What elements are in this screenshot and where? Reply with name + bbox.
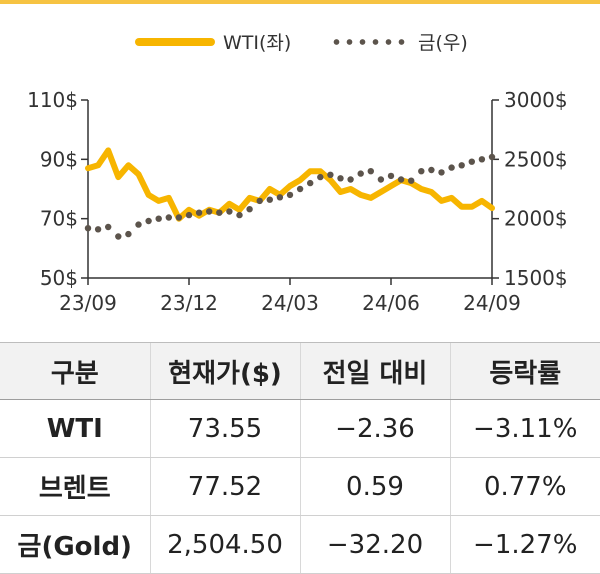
x-axis-tick-label: 24/06 <box>362 291 420 315</box>
right-axis-tick-label: 3000$ <box>504 88 568 112</box>
gold-series-point <box>438 169 445 176</box>
gold-series-point <box>256 197 263 205</box>
gold-series-point <box>448 164 455 171</box>
x-axis-tick-label: 24/09 <box>463 291 521 315</box>
legend-item-wti: WTI(좌) <box>135 28 291 55</box>
change-cell: 0.59 <box>299 457 450 516</box>
current-price-cell: 73.55 <box>149 399 300 458</box>
x-axis-tick-label: 24/03 <box>261 291 319 315</box>
x-axis-tick-label: 23/09 <box>59 291 117 315</box>
table-row-gold: 금(Gold) 2,504.50 −32.20 −1.27% <box>0 515 600 574</box>
gold-series-point <box>195 209 203 216</box>
legend-swatch-wti <box>135 37 215 46</box>
left-axis-tick-label: 70$ <box>40 207 78 231</box>
gold-series-point <box>165 214 172 221</box>
gold-series-point <box>428 166 435 174</box>
gold-series-point <box>216 209 223 216</box>
gold-series-point <box>155 215 162 222</box>
table-row-brent: 브렌트 77.52 0.59 0.77% <box>0 457 600 516</box>
price-summary-table: 구분 현재가($) 전일 대비 등락률 WTI 73.55 −2.36 −3.1… <box>0 342 600 574</box>
right-axis-tick-label: 1500$ <box>504 266 568 290</box>
left-axis-tick-label: 110$ <box>27 88 78 112</box>
gold-series-point <box>317 173 324 181</box>
header-change-rate: 등락률 <box>449 342 600 400</box>
gold-series-point <box>84 225 92 232</box>
header-current-price: 현재가($) <box>149 342 300 400</box>
header-category: 구분 <box>0 342 150 400</box>
gold-series-point <box>266 196 273 203</box>
gold-series-point <box>458 162 465 169</box>
current-price-cell: 77.52 <box>149 457 300 516</box>
header-change: 전일 대비 <box>299 342 450 400</box>
gold-series-point <box>327 171 334 178</box>
table-row-wti: WTI 73.55 −2.36 −3.11% <box>0 399 600 458</box>
gold-series-point <box>357 170 364 177</box>
wti-series-line <box>85 147 495 222</box>
gold-series-point <box>478 156 486 163</box>
row-label: 브렌트 <box>0 457 150 516</box>
gold-series-point <box>296 185 304 193</box>
gold-series-point <box>206 208 213 215</box>
gold-series-point <box>347 176 354 183</box>
gold-series-point <box>468 158 475 165</box>
table-header-row: 구분 현재가($) 전일 대비 등락률 <box>0 342 600 400</box>
chart-legend: WTI(좌) 금(우) <box>0 28 600 58</box>
change-rate-cell: −3.11% <box>449 399 600 458</box>
gold-series-point <box>236 211 243 219</box>
gold-series-point <box>488 153 496 161</box>
row-label: WTI <box>0 399 150 458</box>
legend-item-gold: 금(우) <box>330 28 468 55</box>
change-rate-cell: −1.27% <box>449 515 600 574</box>
gold-series-point <box>115 233 122 240</box>
gold-series-point <box>105 223 112 231</box>
gold-series-point <box>175 214 183 221</box>
gold-series-point <box>135 221 142 228</box>
legend-label-gold: 금(우) <box>418 32 468 54</box>
gold-series-point <box>94 226 102 233</box>
gold-series-point <box>276 194 284 201</box>
left-axis-tick-label: 50$ <box>40 266 78 290</box>
gold-series-point <box>387 172 395 180</box>
gold-series-point <box>418 168 425 175</box>
gold-series-point <box>226 208 233 215</box>
change-cell: −32.20 <box>299 515 450 574</box>
right-axis-tick-label: 2500$ <box>504 147 568 171</box>
gold-series-point <box>408 177 415 184</box>
change-rate-cell: 0.77% <box>449 457 600 516</box>
right-axis-tick-label: 2000$ <box>504 207 568 231</box>
gold-series-point <box>337 175 344 182</box>
price-chart: 50$ 70$ 90$ 110$ 1500$ 2000$ 2500$ 3000$ 23/09 23… <box>27 88 568 315</box>
current-price-cell: 2,504.50 <box>149 515 300 574</box>
gold-series-point <box>397 176 405 183</box>
gold-series-point <box>125 230 132 238</box>
change-cell: −2.36 <box>299 399 450 458</box>
legend-swatch-gold <box>330 37 410 46</box>
gold-series-point <box>377 176 385 183</box>
top-accent-bar <box>0 0 600 4</box>
left-axis-tick-label: 90$ <box>40 147 78 171</box>
legend-label-wti: WTI(좌) <box>223 32 292 54</box>
gold-series-point <box>367 168 374 175</box>
gold-series-point <box>145 217 152 225</box>
gold-series-point <box>286 191 294 199</box>
gold-series-point <box>307 179 314 187</box>
gold-series-point <box>246 206 253 213</box>
x-axis-tick-label: 23/12 <box>160 291 218 315</box>
row-label: 금(Gold) <box>0 515 150 574</box>
gold-series-point <box>185 211 193 219</box>
